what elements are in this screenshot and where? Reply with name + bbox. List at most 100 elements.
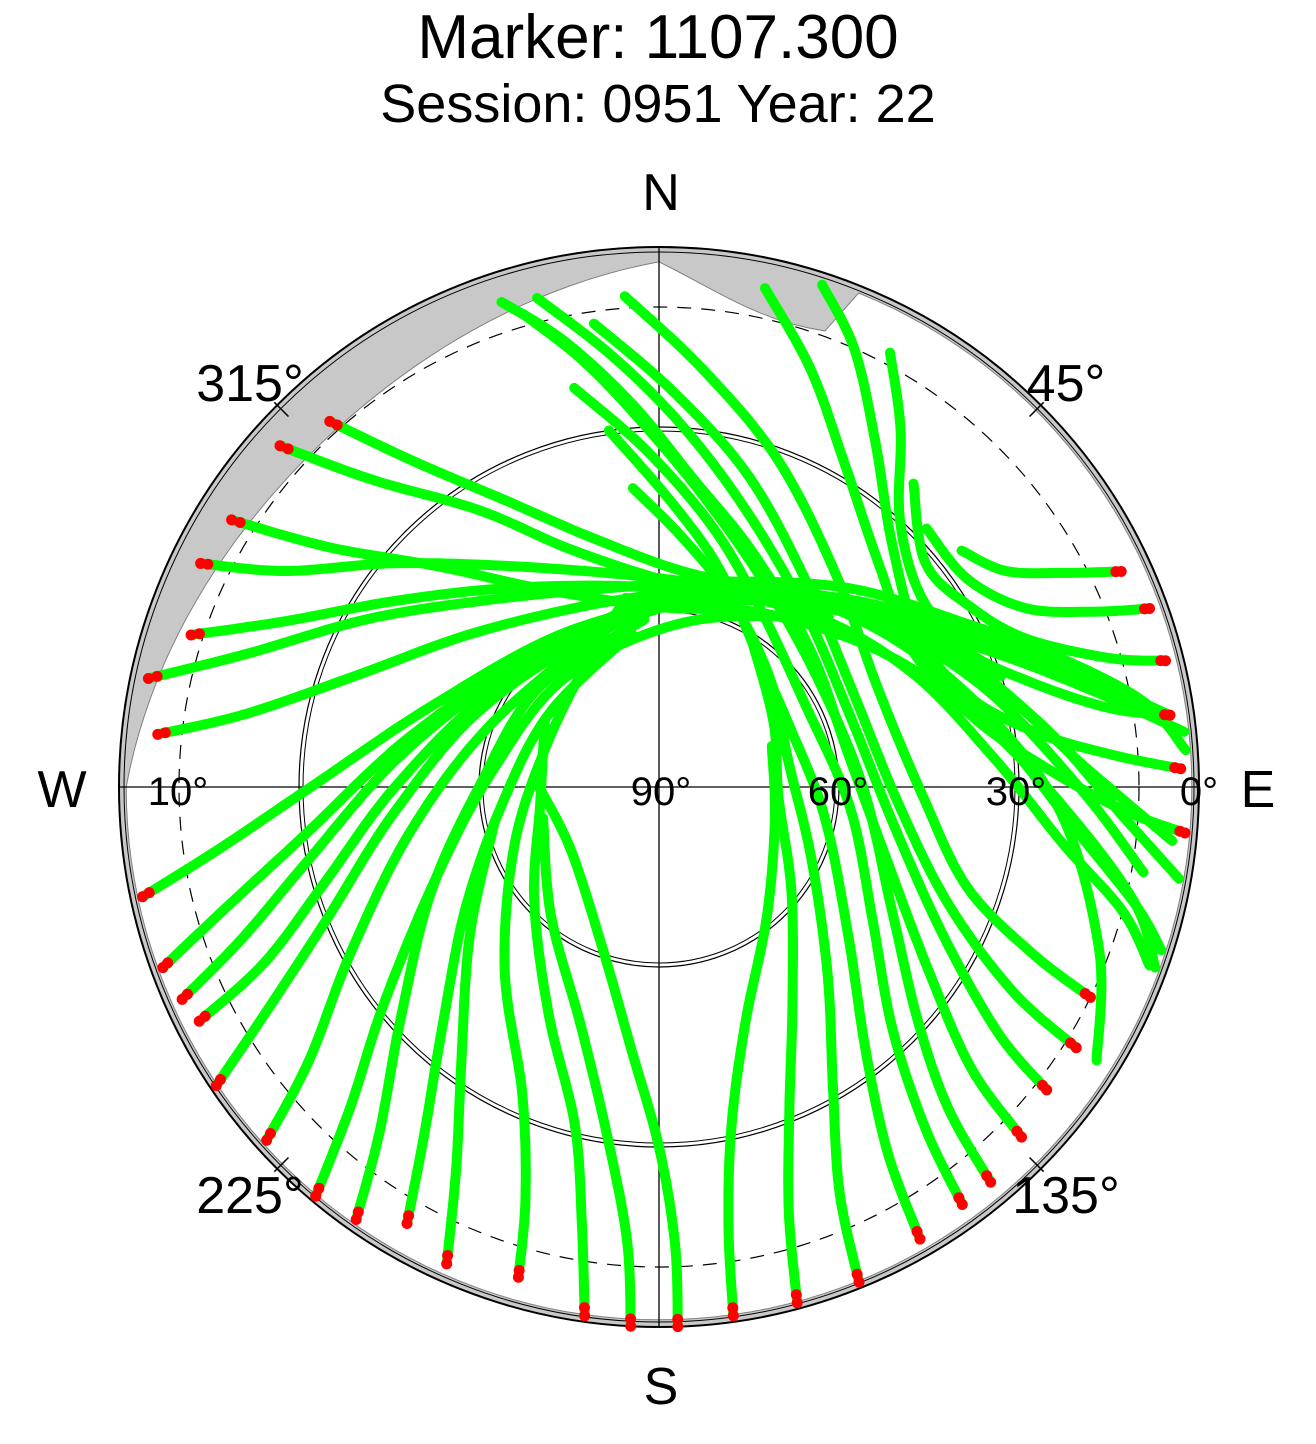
satellite-track	[817, 279, 1187, 775]
azimuth-tick-315	[273, 401, 290, 418]
track-start-marker	[151, 670, 163, 682]
azimuth-label-135: 135°	[1012, 1167, 1120, 1225]
track-start-marker	[672, 1313, 684, 1325]
compass-north-label: N	[642, 164, 680, 222]
track-line	[351, 614, 650, 1225]
track-start-marker	[185, 629, 197, 641]
satellite-track	[499, 592, 631, 1283]
elevation-label-60: 60°	[808, 770, 869, 814]
satellite-track	[528, 716, 591, 1322]
track-start-marker	[331, 419, 343, 431]
track-start-marker	[1155, 655, 1167, 667]
track-start-marker	[1065, 1037, 1077, 1049]
track-line	[441, 816, 500, 1269]
track-start-marker	[727, 1302, 739, 1314]
elevation-label-0: 0°	[1180, 770, 1218, 814]
track-start-marker	[442, 1249, 454, 1261]
satellite-track	[538, 813, 637, 1332]
track-start-marker	[234, 516, 246, 528]
track-start-marker	[282, 443, 294, 455]
track-line	[885, 347, 1175, 721]
track-line	[603, 425, 925, 1245]
azimuth-tick-45	[1028, 401, 1045, 418]
compass-west-label: W	[37, 761, 86, 819]
azimuth-tick-135	[1028, 1156, 1045, 1173]
track-start-marker	[159, 727, 171, 739]
satellite-track	[261, 624, 607, 1146]
satellite-track	[760, 283, 1191, 839]
track-start-marker	[313, 1182, 325, 1194]
track-start-marker	[162, 957, 174, 969]
track-start-marker	[202, 558, 214, 570]
elevation-label-30: 30°	[986, 770, 1047, 814]
satellite-track	[619, 291, 1096, 1003]
track-start-marker	[352, 1206, 364, 1218]
satellite-track	[908, 478, 1171, 667]
track-start-marker	[851, 1268, 863, 1280]
azimuth-label-45: 45°	[1027, 355, 1106, 413]
track-line	[921, 523, 1155, 617]
track-start-marker	[578, 1302, 590, 1314]
track-start-marker	[1174, 825, 1186, 837]
track-start-marker	[911, 1226, 923, 1238]
satellite-track	[885, 347, 1176, 721]
satellite-tracks	[137, 279, 1191, 1333]
track-start-marker	[790, 1289, 802, 1301]
elevation-label-90: 90°	[631, 770, 692, 814]
satellite-track	[956, 545, 1127, 579]
track-start-marker	[727, 1310, 739, 1322]
satellite-track	[723, 741, 780, 1322]
track-line	[588, 318, 1082, 1053]
satellite-track	[588, 318, 1082, 1054]
track-start-marker	[791, 1297, 803, 1309]
track-start-marker	[1110, 566, 1122, 578]
compass-south-label: S	[644, 1358, 679, 1416]
track-start-marker	[1139, 603, 1151, 615]
track-line	[817, 279, 1186, 774]
satellite-track	[921, 523, 1156, 617]
satellite-track	[496, 297, 1028, 1143]
track-line	[908, 478, 1171, 666]
track-start-marker	[513, 1264, 525, 1276]
track-line	[956, 545, 1127, 579]
track-start-marker	[1011, 1125, 1023, 1137]
track-start-marker	[199, 1010, 211, 1022]
satellite-track	[532, 293, 1053, 1096]
track-start-marker	[1159, 709, 1171, 721]
compass-east-label: E	[1241, 761, 1276, 819]
track-line	[627, 483, 864, 1288]
track-line	[723, 741, 780, 1321]
track-start-marker	[441, 1258, 453, 1270]
satellite-track	[569, 382, 968, 1210]
track-line	[499, 592, 631, 1283]
satellite-track	[744, 626, 803, 1309]
track-start-marker	[226, 514, 238, 526]
track-line	[402, 628, 637, 1229]
track-start-marker	[953, 1192, 965, 1204]
track-start-marker	[264, 1127, 276, 1139]
track-start-marker	[625, 1313, 637, 1325]
track-start-marker	[214, 1074, 226, 1086]
track-line	[744, 626, 803, 1308]
satellite-track	[441, 816, 500, 1270]
track-start-marker	[1036, 1079, 1048, 1091]
chart-subtitle: Session: 0951 Year: 22	[380, 74, 936, 134]
track-line	[261, 624, 607, 1146]
track-start-marker	[579, 1310, 591, 1322]
elevation-label-10: 10°	[148, 770, 209, 814]
satellite-track	[627, 483, 865, 1288]
track-start-marker	[1079, 988, 1091, 1000]
track-start-marker	[193, 628, 205, 640]
satellite-track	[534, 782, 684, 1333]
satellite-track	[603, 425, 926, 1245]
track-line	[532, 293, 1052, 1095]
track-line	[496, 297, 1027, 1143]
track-line	[534, 782, 683, 1332]
satellite-track	[401, 628, 637, 1229]
track-start-marker	[142, 672, 154, 684]
track-line	[538, 813, 636, 1332]
azimuth-tick-225	[273, 1156, 290, 1173]
track-start-marker	[143, 887, 155, 899]
track-line	[619, 291, 1096, 1003]
